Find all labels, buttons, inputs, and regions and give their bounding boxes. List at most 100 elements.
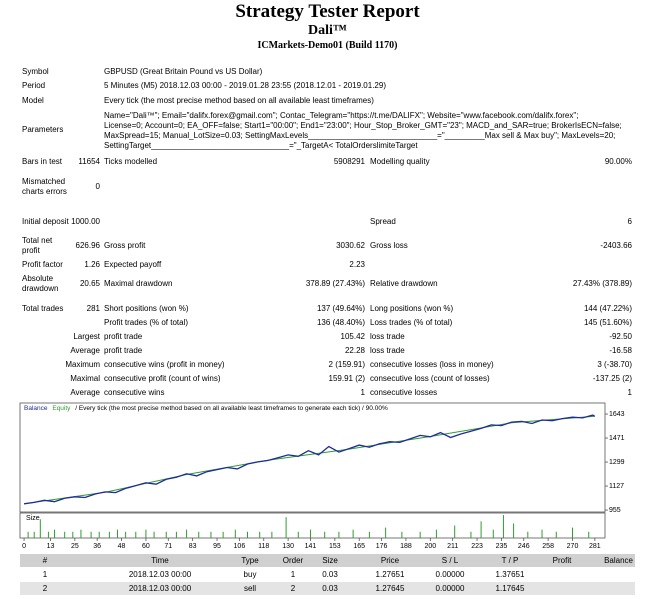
x-tick-label: 36: [93, 543, 101, 550]
stat-value: 2.23: [349, 260, 365, 269]
stat-label: loss trade: [370, 332, 405, 341]
x-tick-label: 200: [424, 543, 436, 550]
column-header: T / P: [501, 556, 519, 565]
table-cell: 1.27651: [375, 570, 405, 579]
stat-label: Relative drawdown: [370, 279, 438, 288]
stat-label: Mismatched charts errors: [22, 177, 67, 196]
stat-value: 159.91 (2): [328, 374, 365, 383]
size-frame: [19, 512, 606, 539]
column-header: Order: [282, 556, 304, 565]
stat-value: Average: [70, 388, 100, 397]
stat-value: -16.58: [609, 346, 632, 355]
parameter-line: License=0; Account=0; EA_OFF=false; Star…: [104, 121, 622, 130]
x-tick-label: 235: [496, 543, 508, 550]
stat-value: 136 (48.40%): [316, 318, 365, 327]
stat-value: 1: [360, 388, 365, 397]
parameter-line: MaxSpread=15; Manual_LotSize=0.03; Setti…: [104, 131, 616, 140]
stat-value: 626.96: [75, 241, 100, 250]
stat-value: 1: [627, 388, 632, 397]
series-line: [24, 414, 596, 505]
x-tick-label: 270: [567, 543, 579, 550]
expert-name: Dali™: [308, 23, 347, 38]
stat-value: 2 (159.91): [328, 360, 365, 369]
stat-value: 5908291: [333, 157, 365, 166]
stat-value: Maximal: [70, 374, 100, 383]
info-value: 5 Minutes (M5) 2018.12.03 00:00 - 2019.0…: [104, 81, 386, 90]
x-tick-label: 25: [71, 543, 79, 550]
stat-label: Expected payoff: [104, 260, 162, 269]
stat-value: 144 (47.22%): [583, 304, 632, 313]
y-tick-label: 1471: [609, 435, 625, 442]
stat-value: 281: [86, 304, 100, 313]
table-cell: 0.03: [322, 584, 338, 593]
x-tick-label: 95: [213, 543, 221, 550]
table-cell: 1.17645: [495, 584, 525, 593]
stat-value: 6: [627, 217, 632, 226]
column-header: Type: [241, 556, 259, 565]
y-tick-label: 1643: [609, 411, 625, 418]
x-tick-label: 165: [353, 543, 365, 550]
report-title: Strategy Tester Report: [235, 1, 420, 22]
x-tick-label: 258: [542, 543, 554, 550]
stat-value: Largest: [73, 332, 100, 341]
column-header: Profit: [552, 556, 572, 565]
stat-label: loss trade: [370, 346, 405, 355]
column-header: Time: [151, 556, 169, 565]
stat-label: Loss trades (% of total): [370, 318, 453, 327]
x-tick-label: 246: [518, 543, 530, 550]
table-cell: 1: [290, 570, 296, 579]
x-tick-label: 211: [447, 543, 458, 550]
stat-label: consecutive losses (loss in money): [370, 360, 494, 369]
stat-value: 145 (51.60%): [583, 318, 632, 327]
table-cell: 1: [42, 570, 48, 579]
stat-value: -92.50: [609, 332, 632, 341]
x-tick-label: 130: [282, 543, 294, 550]
y-tick-label: 955: [609, 507, 621, 514]
stat-label: consecutive wins: [104, 388, 165, 397]
y-tick-label: 1299: [609, 459, 625, 466]
stat-label: Bars in test: [22, 157, 63, 166]
stat-label: consecutive losses: [370, 388, 438, 397]
table-cell: 2018.12.03 00:00: [128, 584, 192, 593]
stat-value: 1000.00: [71, 217, 100, 226]
x-tick-label: 71: [164, 543, 172, 550]
table-cell: 2: [42, 584, 48, 593]
stat-label: consecutive profit (count of wins): [104, 374, 221, 383]
balance-chart: 955 1127 1299 1471 1643 0 13 25 36 48 60 71 83 95 106 1…: [19, 402, 625, 550]
stat-value: 137 (49.64%): [316, 304, 365, 313]
table-cell: 0.00000: [435, 570, 465, 579]
table-cell: 1.37651: [495, 570, 525, 579]
table-header-bg: [20, 554, 635, 567]
stat-label: Gross loss: [370, 241, 408, 250]
table-cell: 1.27645: [375, 584, 405, 593]
chart-legend: Balance Equity / Every tick (the most pr…: [24, 404, 391, 413]
table-row-bg: [20, 582, 635, 595]
x-tick-label: 106: [234, 543, 246, 550]
column-header: Size: [322, 556, 338, 565]
table-cell: 2: [290, 584, 296, 593]
stat-label: profit trade: [104, 346, 143, 355]
server-name: ICMarkets-Demo01 (Build 1170): [257, 40, 398, 51]
parameter-line: SettingTarget___________________________…: [104, 141, 418, 150]
info-label: Model: [22, 96, 44, 105]
chart-note: / Every tick (the most precise method ba…: [75, 405, 388, 412]
stat-label: Spread: [370, 217, 396, 226]
stat-label: Modelling quality: [370, 157, 430, 166]
table-cell: 2018.12.03 00:00: [128, 570, 192, 579]
info-label: Parameters: [22, 125, 64, 134]
x-tick-label: 60: [142, 543, 150, 550]
size-label: Size: [26, 515, 40, 522]
table-cell: 0.03: [322, 570, 338, 579]
stat-value: 0: [95, 182, 100, 191]
stat-value: 90.00%: [604, 157, 632, 166]
stat-value: 3030.62: [336, 241, 365, 250]
stat-label: Total net profit: [22, 236, 53, 255]
legend-entry: Balance: [24, 405, 48, 412]
stat-label: profit trade: [104, 332, 143, 341]
stat-value: Maximum: [65, 360, 100, 369]
stat-value: 20.65: [79, 279, 100, 288]
x-tick-label: 188: [400, 543, 412, 550]
table-cell: 0.00000: [435, 584, 465, 593]
x-tick-label: 13: [47, 543, 55, 550]
